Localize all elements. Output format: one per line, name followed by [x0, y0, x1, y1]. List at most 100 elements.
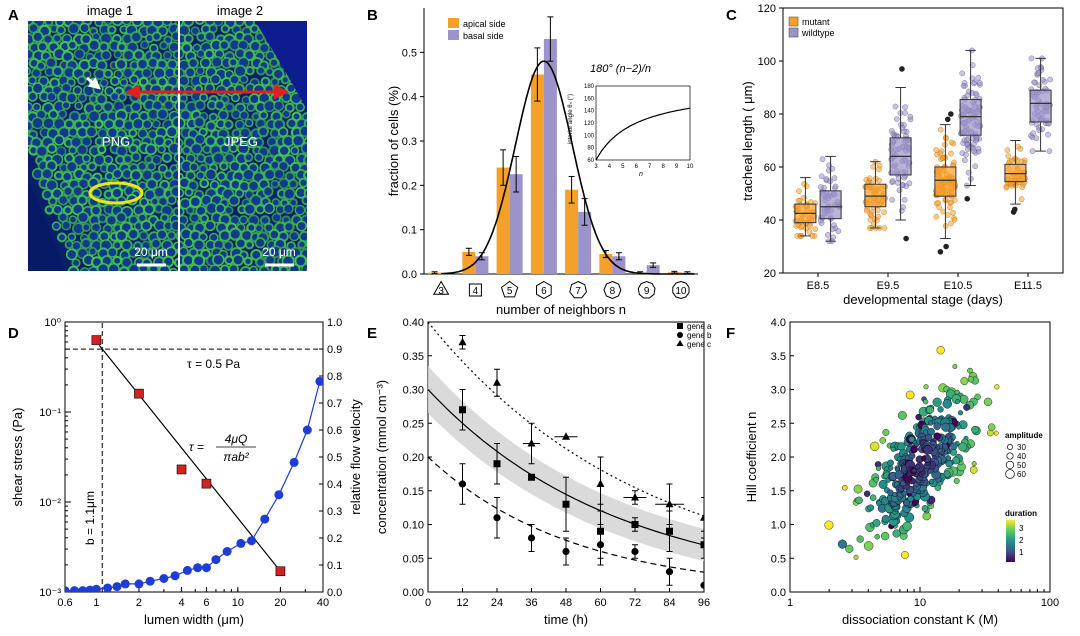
cell-membrane	[175, 231, 178, 241]
cell-membrane	[19, 24, 27, 32]
inset-x-tick-label: 4	[608, 164, 612, 170]
cell-membrane	[284, 274, 295, 285]
cell-membrane	[229, 160, 241, 173]
cell-membrane	[257, 125, 270, 138]
cell-membrane	[223, 119, 234, 130]
cell-membrane	[224, 205, 234, 216]
data-point	[803, 183, 810, 189]
flow-velocity-point	[112, 582, 122, 592]
cell-membrane	[228, 263, 239, 271]
cell-membrane	[199, 213, 210, 224]
cell-membrane	[109, 91, 120, 102]
point-gene-a	[562, 500, 570, 508]
data-point	[819, 156, 826, 163]
data-point	[832, 183, 839, 190]
scatter-point	[905, 390, 915, 400]
data-point	[969, 62, 976, 68]
cell-membrane	[94, 119, 104, 129]
scatter-point	[863, 490, 871, 498]
cell-membrane	[223, 152, 236, 164]
y-tick-label: 0.10	[403, 520, 424, 532]
flow-velocity-point	[211, 555, 221, 565]
data-point	[875, 213, 881, 220]
data-point	[835, 228, 842, 234]
y-tick-label: 0.15	[403, 486, 424, 498]
bar-apical-n7	[565, 189, 579, 274]
cell-membrane	[93, 68, 106, 81]
cell-membrane	[180, 109, 192, 122]
cell-membrane	[224, 255, 235, 266]
cell-membrane	[248, 265, 259, 271]
chart-d-plot: 0.6 1 2 4 6 10 20 40 10⁻³ 10⁻² 10⁻¹ 10⁰ 0.0 0.1 0.2 0.3…	[10, 317, 363, 627]
cell-membrane	[129, 30, 143, 44]
cell-membrane	[297, 239, 307, 250]
data-point	[943, 135, 949, 142]
scatter-point	[926, 406, 934, 414]
cell-membrane	[46, 91, 57, 102]
scatter-point	[950, 442, 958, 450]
cell-membrane	[67, 232, 77, 242]
x-tick-label: 48	[560, 597, 572, 609]
cell-membrane	[263, 99, 276, 113]
scatter-point	[845, 544, 854, 553]
cell-membrane	[239, 127, 251, 139]
cell-membrane	[180, 47, 185, 60]
panel-letter-E: E	[367, 325, 377, 342]
cell-membrane	[122, 49, 135, 62]
data-point	[948, 220, 954, 227]
scalebar-left-label: 20 μm	[134, 245, 168, 259]
data-point	[973, 134, 980, 141]
panel-f: 1 10 100 0.0 0.5 1.0 1.5 2.0 2.5 3.0 3.5 4.0 dissoci…	[744, 317, 1059, 627]
cell-membrane	[195, 276, 202, 283]
cell-membrane	[263, 202, 275, 215]
cell-membrane	[194, 99, 206, 111]
cell-membrane	[115, 211, 128, 224]
x-tick-label: 0.6	[57, 597, 72, 609]
flow-velocity-point	[201, 563, 211, 573]
data-point	[961, 80, 968, 86]
cell-membrane	[40, 167, 54, 181]
cell-membrane	[136, 161, 148, 172]
flow-velocity-point	[236, 538, 246, 548]
panel-letter-A: A	[8, 7, 19, 24]
cell-membrane	[14, 52, 24, 62]
data-point	[812, 226, 819, 233]
cell-membrane	[88, 247, 98, 257]
x-tick-label: 10	[675, 286, 687, 297]
y2-tick-label: 0.8	[327, 371, 342, 383]
legend-marker-gene-c	[676, 340, 684, 346]
scatter-point	[987, 429, 994, 437]
scatter-point	[958, 442, 968, 452]
y2-tick-label: 0.7	[327, 398, 342, 410]
data-point	[944, 212, 951, 218]
cell-membrane	[102, 101, 114, 113]
cell-membrane	[157, 144, 166, 154]
y-tick-label: 60	[764, 162, 776, 174]
cell-membrane	[135, 273, 145, 283]
size-legend-marker-40	[1006, 452, 1014, 460]
panel-letter-D: D	[8, 325, 19, 342]
cell-membrane	[195, 66, 205, 76]
scatter-point	[863, 541, 874, 551]
x-tick-label: 2	[136, 597, 142, 609]
cell-membrane	[97, 144, 107, 155]
yellow-ellipse	[88, 181, 144, 205]
cell-membrane	[112, 168, 123, 180]
size-legend-value-40: 40	[1017, 452, 1026, 461]
cell-membrane	[61, 220, 72, 231]
inset-y-tick-label: 60	[587, 158, 594, 164]
cell-membrane	[277, 275, 286, 284]
data-point	[935, 200, 942, 206]
scatter-point	[929, 478, 935, 484]
legend-label-apical: apical side	[463, 19, 506, 29]
cell-membrane	[107, 263, 120, 271]
cell-membrane	[76, 75, 87, 86]
cell-membrane	[130, 151, 142, 163]
scatter-point	[983, 397, 993, 407]
cell-membrane	[175, 161, 178, 171]
cell-membrane	[114, 273, 124, 283]
cell-membrane	[302, 154, 307, 167]
chart-e-plot: 0 12 24 36 48 60 72 84 96 0.00 0.05 0.10 0.15 0.20 0.2…	[374, 317, 710, 627]
cell-membrane	[185, 205, 195, 215]
cell-membrane	[268, 228, 280, 241]
